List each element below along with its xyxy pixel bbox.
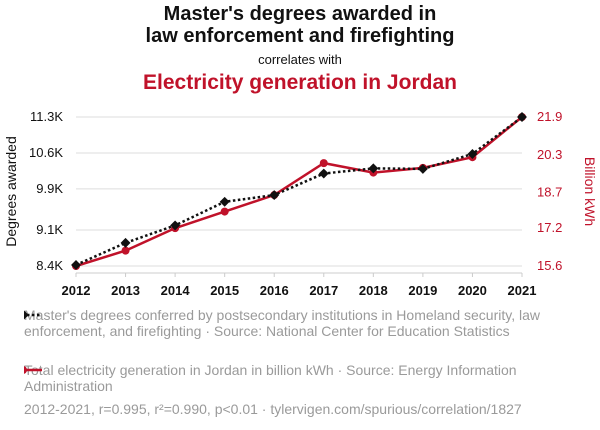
legend-text-series2: Total electricity generation in Jordan i… — [24, 362, 517, 394]
y-left-tick-label: 9.9K — [36, 181, 63, 196]
series1-point — [71, 260, 81, 270]
y-right-tick-label: 21.9 — [537, 109, 562, 124]
series1-line — [75, 115, 523, 267]
legend-text-series1: Master's degrees conferred by postsecond… — [24, 307, 540, 339]
y-right-tick-label: 15.6 — [537, 258, 562, 273]
x-tick-label: 2015 — [210, 283, 239, 298]
x-tick-label: 2018 — [359, 283, 388, 298]
series1-point — [368, 163, 379, 174]
x-tick-label: 2021 — [508, 283, 537, 298]
x-tick-label: 2016 — [260, 283, 289, 298]
y-right-axis-label: Billion kWh — [582, 157, 598, 226]
series2-line — [75, 116, 523, 268]
y-right-tick-label: 18.7 — [537, 185, 562, 200]
chart-title-line1: Master's degrees awarded in — [163, 3, 437, 25]
x-tick-label: 2014 — [161, 283, 191, 298]
chart-title-line2: law enforcement and firefighting — [145, 25, 455, 47]
stats-footer: 2012-2021, r=0.995, r²=0.990, p<0.01 · t… — [24, 401, 522, 417]
series2-point — [220, 207, 229, 216]
series1-point — [120, 237, 131, 248]
x-tick-label: 2019 — [408, 283, 437, 298]
series2-point — [319, 159, 328, 168]
legend-solid-line-icon — [24, 366, 42, 374]
series1-point — [318, 168, 329, 179]
series2-point — [121, 246, 130, 255]
y-left-tick-label: 11.3K — [30, 109, 63, 124]
legend-item-series2: Total electricity generation in Jordan i… — [24, 362, 584, 394]
series1-point — [219, 196, 230, 207]
chart-title-second-series: Electricity generation in Jordan — [143, 71, 457, 94]
y-left-axis-label: Degrees awarded — [3, 136, 19, 247]
y-left-tick-label: 9.1K — [36, 222, 63, 237]
correlates-with-text: correlates with — [258, 52, 342, 67]
series1-point — [269, 190, 280, 201]
x-tick-label: 2013 — [111, 283, 140, 298]
y-left-tick-label: 8.4K — [36, 258, 63, 273]
series1-point — [417, 163, 428, 174]
line-chart: 8.4K 9.1K 9.9K 10.6K 11.3K 15.6 17.2 18.7 20.3 21… — [3, 109, 598, 298]
x-tick-label: 2020 — [458, 283, 487, 298]
legend-dotted-line-icon — [24, 309, 42, 321]
y-right-tick-label: 20.3 — [537, 147, 562, 162]
series1-point — [170, 220, 181, 231]
x-tick-label: 2017 — [309, 283, 338, 298]
series1-point — [467, 149, 478, 159]
legend-item-series1: Master's degrees conferred by postsecond… — [24, 307, 584, 339]
series1-point — [517, 112, 527, 122]
y-right-tick-label: 17.2 — [537, 220, 562, 235]
y-left-tick-label: 10.6K — [29, 145, 63, 160]
x-tick-label: 2012 — [62, 283, 91, 298]
chart-titles: Master's degrees awarded in law enforcem… — [0, 0, 600, 96]
